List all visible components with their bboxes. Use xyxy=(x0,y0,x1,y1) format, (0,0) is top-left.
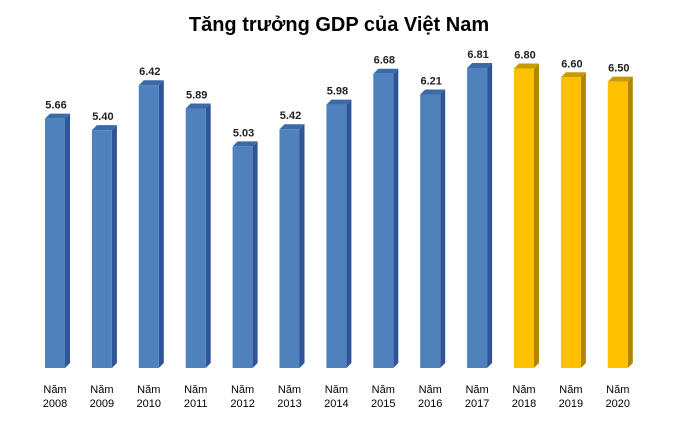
bar-top-2011 xyxy=(185,103,211,109)
category-label-2008: Năm 2008 xyxy=(43,384,67,410)
bar-front-2018 xyxy=(514,68,534,369)
bar-side-2017 xyxy=(487,63,493,368)
bar-top-2018 xyxy=(514,63,539,69)
category-label-2016: Năm 2016 xyxy=(418,384,442,410)
category-label-2009: Năm 2009 xyxy=(90,384,114,410)
bar-side-2020 xyxy=(627,76,633,369)
data-label-2019: 6.60 xyxy=(561,58,582,70)
data-label-2020: 6.50 xyxy=(608,63,629,75)
bar-front-2009 xyxy=(91,130,112,368)
bar-2011 xyxy=(185,103,211,368)
data-labels: 5.66 5.40 6.42 5.89 5.03 5.42 5.98 6.68 6.21 6.81… xyxy=(45,49,629,139)
category-label-2010: Năm 2010 xyxy=(137,384,161,410)
bar-2012 xyxy=(232,141,258,368)
bars xyxy=(45,63,633,369)
data-label-2017: 6.81 xyxy=(467,49,488,61)
bar-front-2013 xyxy=(279,129,300,368)
data-label-2018: 6.80 xyxy=(514,49,535,61)
bar-2010 xyxy=(138,80,164,368)
bar-front-2008 xyxy=(45,118,65,368)
category-label-2014: Năm 2014 xyxy=(324,384,348,410)
data-label-2013: 5.42 xyxy=(280,110,301,122)
bar-front-2016 xyxy=(420,94,441,369)
bar-front-2010 xyxy=(138,85,159,368)
category-label-2012: Năm 2012 xyxy=(230,384,254,410)
bar-2013 xyxy=(279,124,305,369)
bar-2009 xyxy=(91,125,117,368)
bar-top-2016 xyxy=(420,89,446,95)
bar-2008 xyxy=(45,113,70,368)
category-label-2015: Năm 2015 xyxy=(371,384,395,410)
bar-front-2015 xyxy=(373,73,394,368)
data-label-2016: 6.21 xyxy=(420,75,441,87)
category-label-2013: Năm 2013 xyxy=(277,384,301,410)
bar-2018 xyxy=(514,63,539,369)
data-label-2012: 5.03 xyxy=(233,127,254,139)
category-label-2017: Năm 2017 xyxy=(465,384,489,410)
bar-top-2013 xyxy=(279,124,305,130)
bar-side-2014 xyxy=(346,99,352,369)
data-label-2015: 6.68 xyxy=(374,55,395,67)
bar-side-2015 xyxy=(393,68,399,368)
bar-front-2020 xyxy=(607,81,628,369)
bar-side-2018 xyxy=(534,63,539,369)
bar-front-2011 xyxy=(185,108,206,368)
bar-top-2020 xyxy=(607,76,633,82)
category-label-2019: Năm 2019 xyxy=(559,384,583,410)
bar-side-2009 xyxy=(111,125,117,368)
bar-side-2013 xyxy=(299,124,305,369)
data-label-2010: 6.42 xyxy=(139,66,160,78)
bar-top-2014 xyxy=(326,99,352,105)
bar-top-2019 xyxy=(560,72,586,78)
category-label-2011: Năm 2011 xyxy=(184,384,208,410)
bar-side-2016 xyxy=(440,89,446,369)
data-label-2011: 5.89 xyxy=(186,90,207,102)
data-label-2014: 5.98 xyxy=(327,86,348,98)
bar-top-2009 xyxy=(91,125,117,131)
data-label-2008: 5.66 xyxy=(45,100,66,112)
bar-side-2010 xyxy=(158,80,164,368)
bar-side-2019 xyxy=(580,72,586,369)
category-labels: Năm 2008 Năm 2009 Năm 2010 Năm 2011 Năm 2012 Năm 20… xyxy=(43,384,630,410)
bar-2019 xyxy=(560,72,586,369)
bar-front-2017 xyxy=(467,68,488,368)
bar-side-2012 xyxy=(252,141,258,368)
chart-title: Tăng trưởng GDP của Việt Nam xyxy=(189,14,489,36)
bar-front-2019 xyxy=(560,77,581,369)
category-label-2018: Năm 2018 xyxy=(512,384,536,410)
bar-2014 xyxy=(326,99,352,369)
bar-side-2008 xyxy=(65,113,70,368)
bar-top-2012 xyxy=(232,141,258,147)
bar-2015 xyxy=(373,68,399,368)
bar-top-2010 xyxy=(138,80,164,86)
data-label-2009: 5.40 xyxy=(92,111,113,123)
bar-front-2012 xyxy=(232,146,253,368)
category-label-2020: Năm 2020 xyxy=(606,384,630,410)
bar-top-2017 xyxy=(467,63,493,69)
bar-top-2015 xyxy=(373,68,399,74)
bar-2017 xyxy=(467,63,493,368)
bar-side-2011 xyxy=(205,103,211,368)
bar-front-2014 xyxy=(326,104,347,369)
bar-top-2008 xyxy=(45,113,70,119)
bar-2020 xyxy=(607,76,633,369)
bar-2016 xyxy=(420,89,446,369)
